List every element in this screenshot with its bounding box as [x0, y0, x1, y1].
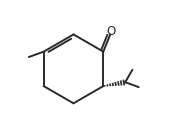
Text: O: O	[106, 25, 116, 38]
